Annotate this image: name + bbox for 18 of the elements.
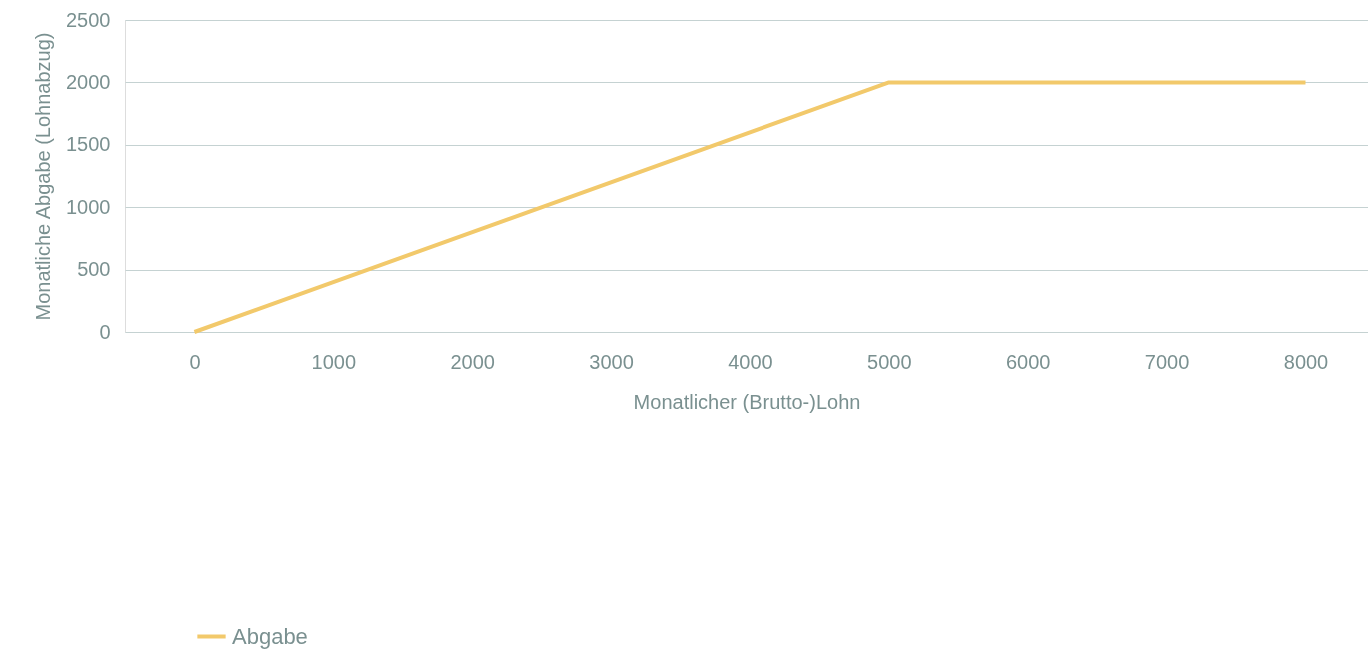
y-tick-label: 2000 [66, 70, 111, 93]
x-tick-label: 4000 [728, 350, 773, 373]
y-tick-label: 0 [99, 320, 111, 343]
x-tick-label: 7000 [1144, 350, 1190, 373]
x-tick-label: 0 [189, 350, 201, 373]
legend-label: Abgabe [232, 623, 308, 649]
x-tick-label: 1000 [311, 350, 357, 373]
y-axis-title: Monatliche Abgabe (Lohnabzug) [32, 32, 55, 321]
x-tick-label: 5000 [867, 350, 912, 373]
x-tick-label: 3000 [589, 350, 634, 373]
y-tick-label: 2500 [66, 8, 111, 31]
x-tick-label: 2000 [450, 350, 495, 373]
y-tick-label: 500 [77, 258, 111, 281]
x-tick-label: 8000 [1283, 350, 1329, 373]
y-tick-label: 1000 [66, 195, 111, 218]
x-tick-label: 6000 [1005, 350, 1051, 373]
y-tick-label: 1500 [66, 133, 111, 156]
x-axis-title: Monatlicher (Brutto-)Lohn [633, 390, 861, 413]
